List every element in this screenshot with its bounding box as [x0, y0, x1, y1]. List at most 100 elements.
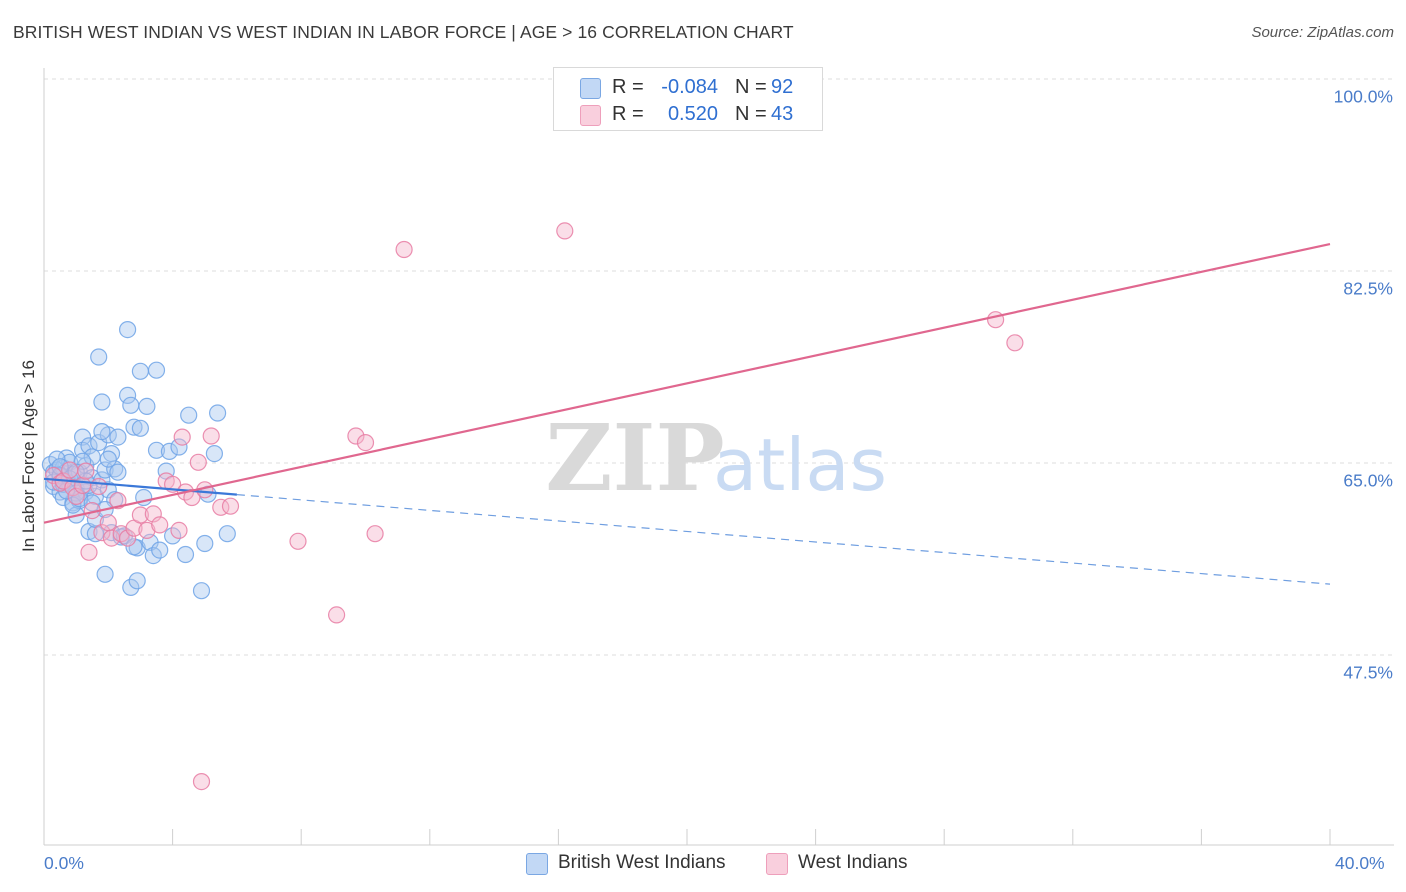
data-point — [77, 462, 95, 480]
data-point — [93, 423, 111, 441]
n-value: 43 — [771, 103, 794, 125]
watermark-atlas: atlas — [713, 423, 887, 507]
n-value: 92 — [771, 76, 794, 98]
data-point — [131, 506, 149, 524]
data-point — [218, 525, 236, 543]
data-point — [99, 450, 117, 468]
series-british-west-indians — [41, 321, 236, 600]
watermark: ZIP atlas — [545, 404, 887, 512]
data-point — [90, 348, 108, 366]
data-point — [99, 481, 117, 499]
data-point — [289, 532, 307, 550]
data-point — [986, 311, 1005, 329]
series-west-indians — [44, 222, 1024, 791]
data-point — [173, 428, 191, 446]
data-point — [90, 477, 108, 496]
data-point — [556, 222, 574, 240]
data-point — [183, 488, 201, 507]
y-tick-label: 65.0% — [1343, 470, 1393, 491]
r-label: R = — [612, 103, 644, 125]
data-point — [151, 516, 169, 534]
n-label: N = — [735, 76, 767, 98]
n-label: N = — [735, 103, 767, 125]
grid-lines — [44, 78, 1394, 656]
data-point — [189, 453, 207, 471]
chart-title: BRITISH WEST INDIAN VS WEST INDIAN IN LA… — [13, 22, 794, 42]
data-point — [1006, 334, 1024, 352]
data-point — [125, 418, 143, 436]
data-point — [96, 565, 114, 583]
y-tick-label: 100.0% — [1333, 86, 1393, 107]
source-label: Source: ZipAtlas.com — [1251, 24, 1394, 41]
data-point — [205, 445, 223, 463]
data-point — [138, 397, 156, 415]
data-point — [125, 538, 143, 556]
data-point — [147, 361, 166, 379]
r-label: R = — [612, 76, 644, 98]
watermark-zip: ZIP — [545, 404, 724, 512]
data-point — [64, 496, 82, 514]
data-point — [109, 428, 127, 446]
data-point — [106, 460, 124, 478]
data-point — [73, 476, 92, 494]
data-point — [395, 240, 413, 259]
data-point — [118, 529, 137, 547]
data-point — [131, 419, 149, 437]
data-point — [196, 534, 214, 553]
data-point — [192, 772, 211, 791]
data-point — [151, 541, 169, 559]
data-point — [93, 523, 111, 542]
data-point — [192, 582, 211, 600]
data-point — [131, 362, 149, 380]
data-point — [80, 543, 98, 561]
data-point — [160, 442, 178, 460]
data-point — [122, 578, 140, 597]
data-point — [67, 487, 85, 505]
data-point — [366, 525, 384, 543]
data-point — [202, 427, 220, 445]
legend-swatch-blue — [526, 853, 548, 875]
legend-label: West Indians — [798, 852, 908, 873]
x-tick-max: 40.0% — [1335, 853, 1385, 873]
data-point — [118, 321, 137, 339]
data-point — [99, 514, 117, 532]
r-value: -0.084 — [661, 76, 718, 98]
data-point — [122, 396, 140, 414]
axes — [43, 68, 1394, 846]
data-point — [118, 386, 137, 404]
data-point — [176, 545, 195, 564]
swatch-blue — [580, 78, 601, 99]
data-point — [138, 521, 156, 540]
y-tick-label: 82.5% — [1343, 278, 1393, 299]
data-point — [170, 438, 188, 456]
data-point — [93, 393, 111, 411]
data-point — [144, 505, 162, 523]
stats-box: R = -0.084 N = 92 R = 0.520 N = 43 — [553, 67, 823, 131]
data-point — [61, 461, 79, 479]
data-point — [73, 428, 92, 446]
data-point — [347, 427, 365, 445]
data-point — [221, 497, 240, 515]
stats-row-british-west-indians: R = -0.084 N = 92 — [554, 75, 822, 101]
r-value: 0.520 — [667, 103, 718, 125]
data-point — [80, 437, 98, 455]
data-point — [170, 521, 188, 540]
x-tick-min: 0.0% — [44, 853, 84, 873]
legend-swatch-pink — [766, 853, 788, 875]
data-point — [209, 404, 227, 422]
data-point — [180, 406, 198, 424]
data-point — [128, 572, 146, 590]
y-tick-label: 47.5% — [1343, 662, 1393, 683]
stats-row-west-indians: R = 0.520 N = 43 — [554, 102, 822, 128]
data-point — [109, 463, 127, 481]
legend-label: British West Indians — [558, 852, 726, 873]
legend: British West Indians West Indians — [0, 851, 1406, 877]
trend-line-british-west-indians — [43, 477, 237, 496]
data-point — [147, 441, 166, 459]
data-point — [73, 452, 92, 470]
trend-line-british-west-indians-extension — [236, 494, 1331, 585]
trend-lines — [43, 242, 1331, 585]
trend-line-west-indians — [43, 242, 1331, 524]
data-point — [328, 606, 346, 624]
